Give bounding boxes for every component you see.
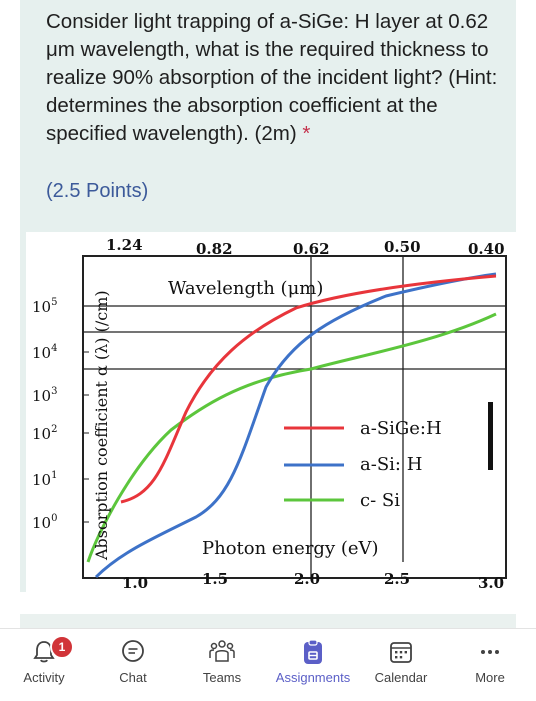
- svg-text:101: 101: [32, 470, 57, 489]
- bottom-tick-label: 2.5: [384, 570, 410, 588]
- activity-badge: 1: [50, 635, 74, 659]
- legend-label: c- Si: [360, 490, 400, 511]
- svg-text:104: 104: [32, 343, 57, 362]
- top-tick-label: 0.62: [293, 240, 330, 258]
- teams-icon: [182, 639, 262, 665]
- y-tick-exponent: 2: [51, 424, 57, 435]
- y-tick-label: 10: [32, 425, 51, 443]
- edge-marker: [488, 402, 493, 470]
- tab-activity[interactable]: 1 Activity: [4, 635, 84, 685]
- tab-more[interactable]: More: [450, 639, 530, 685]
- tab-assignments[interactable]: Assignments: [269, 639, 357, 685]
- a-si-h-curve: [94, 272, 497, 579]
- y-tick-exponent: 0: [51, 513, 57, 524]
- bottom-tick-label: 1.5: [202, 570, 228, 588]
- y-axis-label: Absorption coefficient α (λ) (/cm): [92, 290, 111, 561]
- assignments-icon: [269, 639, 357, 665]
- top-tick-label: 0.50: [384, 238, 421, 256]
- y-tick-label: 10: [32, 344, 51, 362]
- more-icon: [450, 639, 530, 665]
- question-points: (2.5 Points): [46, 180, 149, 202]
- svg-text:103: 103: [32, 386, 57, 405]
- y-tick-label: 10: [32, 471, 51, 489]
- plot-frame: [82, 255, 507, 579]
- svg-text:102: 102: [32, 424, 57, 443]
- tab-label: More: [475, 670, 505, 685]
- absorption-chart: 1.24 0.82 0.62 0.50 0.40 Wavelength (μm)…: [32, 236, 507, 592]
- absorption-figure: 1.24 0.82 0.62 0.50 0.40 Wavelength (μm)…: [26, 232, 516, 592]
- y-tick-exponent: 4: [51, 343, 57, 354]
- c-si-curve: [86, 312, 497, 563]
- y-tick-label: 10: [32, 298, 51, 316]
- tab-label: Teams: [202, 670, 242, 685]
- chat-icon: [93, 639, 173, 665]
- tab-calendar[interactable]: Calendar: [361, 639, 441, 685]
- question-body: Consider light trapping of a-SiGe: H lay…: [46, 10, 498, 145]
- tab-label: Activity: [23, 670, 65, 685]
- a-sige-h-curve: [120, 274, 497, 504]
- bell-icon: [4, 639, 84, 665]
- tab-label: Assignments: [275, 670, 351, 685]
- question-text: Consider light trapping of a-SiGe: H lay…: [46, 8, 516, 148]
- top-tick-label: 1.24: [106, 236, 143, 254]
- y-tick-label: 10: [32, 387, 51, 405]
- top-axis-label: Wavelength (μm): [168, 278, 323, 299]
- bottom-tick-label: 1.0: [122, 574, 148, 592]
- top-tick-label: 0.82: [196, 240, 233, 258]
- y-tick-label: 10: [32, 514, 51, 532]
- bottom-tick-label: 3.0: [478, 574, 504, 592]
- y-tick-exponent: 3: [51, 386, 57, 397]
- legend-label: a-Si: H: [360, 454, 422, 475]
- tab-label: Chat: [119, 670, 147, 685]
- calendar-icon: [361, 639, 441, 665]
- svg-text:105: 105: [32, 297, 57, 316]
- y-tick-exponent: 5: [51, 297, 57, 308]
- y-tick-exponent: 1: [51, 470, 57, 481]
- tab-label: Calendar: [374, 670, 428, 685]
- bottom-tick-label: 2.0: [294, 570, 320, 588]
- bottom-axis-label: Photon energy (eV): [202, 538, 379, 559]
- next-card-edge: [20, 614, 516, 628]
- svg-text:100: 100: [32, 513, 57, 532]
- top-tick-label: 0.40: [468, 240, 505, 258]
- required-mark: *: [302, 122, 311, 145]
- bottom-tab-bar: 1 Activity Chat Teams Assignments Calend…: [0, 628, 536, 701]
- legend-label: a-SiGe:H: [360, 418, 442, 439]
- tab-chat[interactable]: Chat: [93, 639, 173, 685]
- tab-teams[interactable]: Teams: [182, 639, 262, 685]
